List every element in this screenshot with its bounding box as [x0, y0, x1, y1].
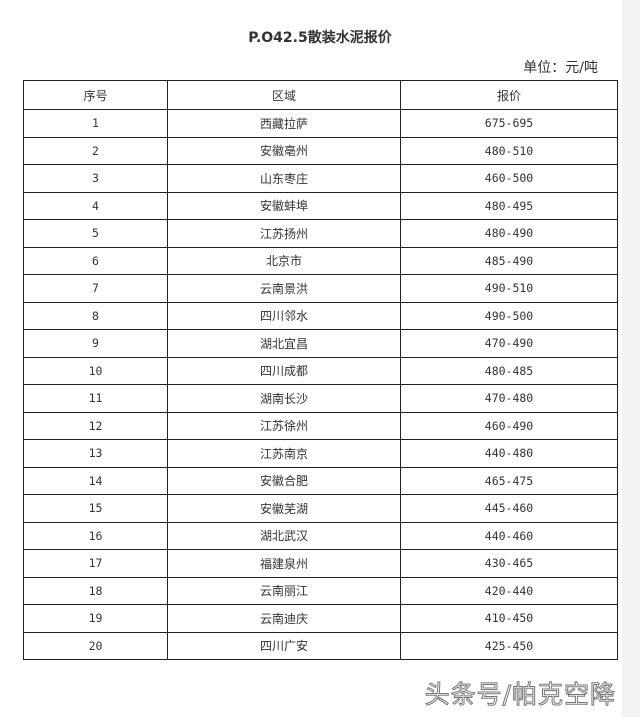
table-row: 8 四川邻水 490-500: [23, 301, 618, 330]
table-row: 2 安徽亳州 480-510: [23, 136, 618, 165]
cell-index: 17: [23, 549, 168, 578]
cell-region: 江苏徐州: [167, 411, 401, 440]
cell-region: 江苏扬州: [167, 219, 401, 248]
cell-region: 四川成都: [167, 356, 401, 385]
table-header-row: 序号 区域 报价: [23, 80, 618, 110]
page-title: P.O42.5散装水泥报价: [248, 30, 392, 46]
cell-index: 14: [23, 466, 168, 495]
header-region: 区域: [167, 80, 401, 110]
cell-index: 6: [23, 246, 168, 275]
table-row: 20 四川广安 425-450: [23, 631, 618, 660]
table-row: 7 云南景洪 490-510: [23, 274, 618, 303]
document-page: P.O42.5散装水泥报价 单位：元/吨 序号 区域 报价 1 西藏拉萨 675-6…: [0, 0, 622, 717]
cell-region: 云南丽江: [167, 576, 401, 605]
cell-region: 江苏南京: [167, 439, 401, 468]
table-row: 3 山东枣庄 460-500: [23, 164, 618, 193]
cell-index: 10: [23, 356, 168, 385]
table-row: 19 云南迪庆 410-450: [23, 604, 618, 633]
cell-index: 18: [23, 576, 168, 605]
table-row: 15 安徽芜湖 445-460: [23, 494, 618, 523]
cell-index: 12: [23, 411, 168, 440]
cell-region: 福建泉州: [167, 549, 401, 578]
cell-price: 490-500: [400, 301, 618, 330]
cell-region: 云南迪庆: [167, 604, 401, 633]
unit-label: 单位：元/吨: [523, 60, 598, 76]
cell-region: 湖北宜昌: [167, 329, 401, 358]
cell-price: 465-475: [400, 466, 618, 495]
table-row: 13 江苏南京 440-480: [23, 439, 618, 468]
cell-price: 460-500: [400, 164, 618, 193]
table-row: 6 北京市 485-490: [23, 246, 618, 275]
cell-price: 425-450: [400, 631, 618, 660]
cell-index: 9: [23, 329, 168, 358]
cell-region: 安徽合肥: [167, 466, 401, 495]
table-row: 14 安徽合肥 465-475: [23, 466, 618, 495]
table-row: 1 西藏拉萨 675-695: [23, 109, 618, 138]
cell-index: 7: [23, 274, 168, 303]
cell-region: 安徽亳州: [167, 136, 401, 165]
cell-region: 云南景洪: [167, 274, 401, 303]
cell-price: 480-495: [400, 191, 618, 220]
table-row: 4 安徽蚌埠 480-495: [23, 191, 618, 220]
cell-price: 675-695: [400, 109, 618, 138]
cell-index: 20: [23, 631, 168, 660]
table-row: 5 江苏扬州 480-490: [23, 219, 618, 248]
header-price: 报价: [400, 80, 618, 110]
cell-price: 485-490: [400, 246, 618, 275]
cell-price: 480-490: [400, 219, 618, 248]
cell-region: 山东枣庄: [167, 164, 401, 193]
watermark: 头条号/帕克空降: [424, 680, 616, 710]
cell-index: 15: [23, 494, 168, 523]
cell-index: 11: [23, 384, 168, 413]
cell-region: 四川邻水: [167, 301, 401, 330]
cell-price: 460-490: [400, 411, 618, 440]
cell-price: 440-460: [400, 521, 618, 550]
cell-region: 西藏拉萨: [167, 109, 401, 138]
cell-price: 445-460: [400, 494, 618, 523]
cell-price: 480-485: [400, 356, 618, 385]
cell-price: 470-490: [400, 329, 618, 358]
cell-price: 490-510: [400, 274, 618, 303]
table-row: 10 四川成都 480-485: [23, 356, 618, 385]
table-row: 9 湖北宜昌 470-490: [23, 329, 618, 358]
cell-index: 2: [23, 136, 168, 165]
cell-region: 湖北武汉: [167, 521, 401, 550]
cell-price: 470-480: [400, 384, 618, 413]
header-index: 序号: [23, 80, 168, 110]
cell-price: 420-440: [400, 576, 618, 605]
cell-index: 5: [23, 219, 168, 248]
cell-price: 430-465: [400, 549, 618, 578]
table-row: 18 云南丽江 420-440: [23, 576, 618, 605]
cell-price: 440-480: [400, 439, 618, 468]
cell-index: 1: [23, 109, 168, 138]
cell-index: 4: [23, 191, 168, 220]
table-row: 17 福建泉州 430-465: [23, 549, 618, 578]
cell-region: 北京市: [167, 246, 401, 275]
price-table: 序号 区域 报价 1 西藏拉萨 675-695 2 安徽亳州 480-510 3 山东枣庄 46…: [23, 80, 618, 660]
table-row: 12 江苏徐州 460-490: [23, 411, 618, 440]
table-row: 11 湖南长沙 470-480: [23, 384, 618, 413]
cell-index: 3: [23, 164, 168, 193]
cell-price: 480-510: [400, 136, 618, 165]
cell-region: 安徽芜湖: [167, 494, 401, 523]
cell-index: 16: [23, 521, 168, 550]
cell-price: 410-450: [400, 604, 618, 633]
cell-index: 19: [23, 604, 168, 633]
cell-index: 13: [23, 439, 168, 468]
cell-index: 8: [23, 301, 168, 330]
table-row: 16 湖北武汉 440-460: [23, 521, 618, 550]
cell-region: 四川广安: [167, 631, 401, 660]
cell-region: 湖南长沙: [167, 384, 401, 413]
cell-region: 安徽蚌埠: [167, 191, 401, 220]
